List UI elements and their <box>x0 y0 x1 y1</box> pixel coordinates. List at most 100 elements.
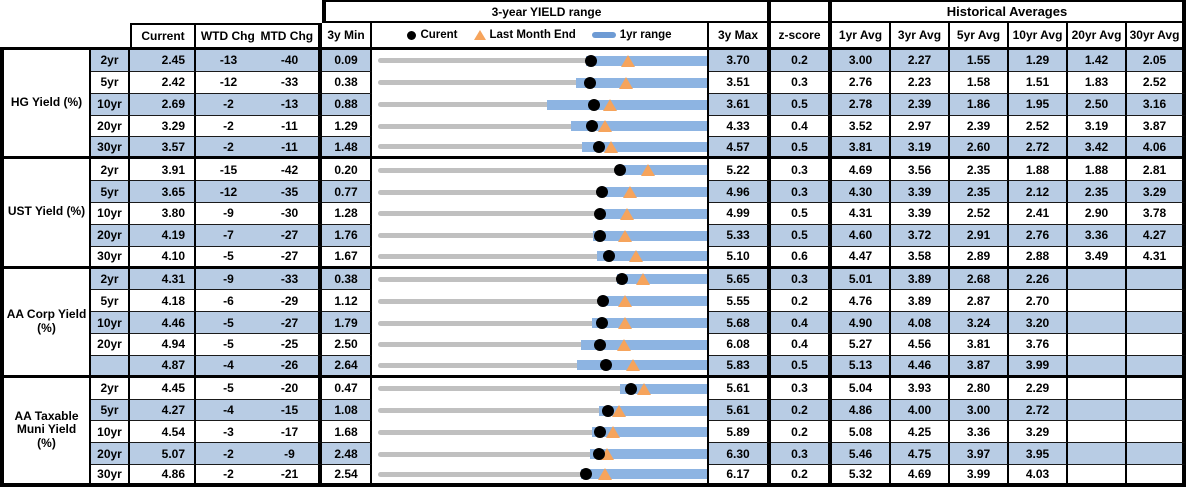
range-track-3y <box>378 342 705 348</box>
wtd-chg-cell: -2 <box>196 465 261 487</box>
min-3y-cell: 2.48 <box>322 443 372 466</box>
avg-cell-5yr: 3.97 <box>950 443 1009 466</box>
min-3y-cell: 1.28 <box>322 202 372 225</box>
mtd-chg-cell: -42 <box>261 159 322 182</box>
last-month-end-marker <box>603 140 618 153</box>
tenor-cell: 10yr <box>91 93 130 116</box>
avg-cell-30yr: 4.31 <box>1127 246 1186 269</box>
mtd-chg-cell: -27 <box>261 246 322 269</box>
section-label: AA Taxable Muni Yield (%) <box>0 377 91 487</box>
column-header-1yr-avg: 1yr Avg <box>832 23 891 50</box>
column-header-10yr-avg: 10yr Avg <box>1009 23 1068 50</box>
avg-cell-3yr: 3.56 <box>891 159 950 182</box>
tenor-cell: 10yr <box>91 312 130 335</box>
avg-cell-3yr: 4.46 <box>891 355 950 378</box>
current-yield-cell: 5.07 <box>130 443 196 466</box>
min-3y-cell: 1.29 <box>322 115 372 138</box>
avg-cell-20yr: 1.42 <box>1068 50 1127 72</box>
avg-cell-5yr: 2.89 <box>950 246 1009 269</box>
avg-cell-30yr <box>1127 399 1186 422</box>
bar-1yr-range <box>590 449 707 460</box>
z-score-cell: 0.4 <box>771 312 832 335</box>
avg-cell-10yr: 3.95 <box>1009 443 1068 466</box>
avg-cell-30yr: 4.27 <box>1127 224 1186 247</box>
min-3y-cell: 0.38 <box>322 71 372 94</box>
yield-range-chart <box>372 246 709 269</box>
range-chart-title: 3-year YIELD range <box>322 0 771 23</box>
last-month-end-marker <box>637 382 652 395</box>
bar-1yr-range <box>591 318 707 329</box>
avg-cell-30yr: 2.81 <box>1127 159 1186 182</box>
wtd-chg-cell: -7 <box>196 224 261 247</box>
last-month-end-marker <box>640 164 655 177</box>
avg-cell-20yr: 3.36 <box>1068 224 1127 247</box>
avg-cell-5yr: 3.24 <box>950 312 1009 335</box>
yield-range-chart <box>372 443 709 466</box>
avg-cell-1yr: 5.46 <box>832 443 891 466</box>
z-score-cell: 0.3 <box>771 159 832 182</box>
avg-cell-1yr: 5.13 <box>832 355 891 378</box>
avg-cell-3yr: 4.75 <box>891 443 950 466</box>
avg-cell-30yr <box>1127 443 1186 466</box>
last-month-end-marker <box>603 98 618 111</box>
current-dot-marker <box>584 76 597 89</box>
current-dot-marker <box>615 273 628 286</box>
current-yield-cell: 4.45 <box>130 377 196 400</box>
avg-cell-30yr <box>1127 421 1186 444</box>
wtd-chg-cell: -2 <box>196 137 261 160</box>
avg-cell-20yr: 3.49 <box>1068 246 1127 269</box>
mtd-chg-cell: -29 <box>261 290 322 313</box>
legend-1yr-range: 1yr range <box>591 29 672 41</box>
tenor-cell: 5yr <box>91 399 130 422</box>
avg-cell-10yr: 2.76 <box>1009 224 1068 247</box>
avg-cell-5yr: 3.99 <box>950 465 1009 487</box>
z-score-cell: 0.2 <box>771 50 832 72</box>
current-yield-cell: 3.57 <box>130 137 196 160</box>
current-dot-marker <box>592 140 605 153</box>
tenor-cell: 10yr <box>91 421 130 444</box>
avg-cell-30yr <box>1127 355 1186 378</box>
bar-1yr-range <box>547 99 707 110</box>
max-3y-cell: 4.96 <box>709 181 771 203</box>
tenor-cell <box>91 355 130 378</box>
max-3y-cell: 5.65 <box>709 268 771 291</box>
wtd-chg-cell: -12 <box>196 181 261 203</box>
z-score-cell: 0.5 <box>771 137 832 160</box>
mtd-chg-cell: -33 <box>261 71 322 94</box>
section-label: UST Yield (%) <box>0 159 91 269</box>
current-dot-marker <box>600 359 613 372</box>
avg-cell-20yr <box>1068 312 1127 335</box>
avg-cell-5yr: 1.86 <box>950 93 1009 116</box>
tenor-cell: 5yr <box>91 71 130 94</box>
current-yield-cell: 3.29 <box>130 115 196 138</box>
mtd-chg-cell: -11 <box>261 115 322 138</box>
min-3y-cell: 2.64 <box>322 355 372 378</box>
max-3y-cell: 5.33 <box>709 224 771 247</box>
range-track-3y <box>378 80 705 86</box>
yield-range-chart <box>372 202 709 225</box>
wtd-chg-cell: -5 <box>196 378 261 400</box>
column-header-wtd-mtd: WTD Chg MTD Chg <box>196 23 322 50</box>
min-3y-cell: 0.09 <box>322 50 372 72</box>
avg-cell-30yr <box>1127 268 1186 291</box>
avg-cell-1yr: 5.27 <box>832 334 891 356</box>
bar-1yr-range <box>576 77 707 88</box>
avg-cell-1yr: 4.47 <box>832 246 891 269</box>
avg-cell-30yr: 2.52 <box>1127 71 1186 94</box>
legend-current: Curent <box>407 29 458 41</box>
avg-cell-10yr: 2.41 <box>1009 202 1068 225</box>
avg-cell-1yr: 4.31 <box>832 202 891 225</box>
avg-cell-3yr: 4.56 <box>891 334 950 356</box>
tenor-cell: 20yr <box>91 334 130 356</box>
current-yield-cell: 4.27 <box>130 399 196 422</box>
max-3y-cell: 3.61 <box>709 93 771 116</box>
bar-1yr-range <box>591 427 707 438</box>
bar-1yr-range <box>599 187 707 198</box>
min-3y-cell: 0.88 <box>322 93 372 116</box>
last-month-end-marker <box>628 250 643 263</box>
current-yield-cell: 4.10 <box>130 246 196 269</box>
avg-cell-30yr <box>1127 312 1186 335</box>
avg-cell-10yr: 2.72 <box>1009 137 1068 160</box>
avg-cell-30yr: 3.78 <box>1127 202 1186 225</box>
avg-cell-3yr: 4.25 <box>891 421 950 444</box>
